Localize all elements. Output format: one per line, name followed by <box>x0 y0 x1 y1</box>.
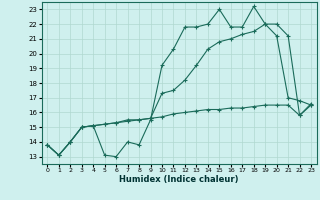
X-axis label: Humidex (Indice chaleur): Humidex (Indice chaleur) <box>119 175 239 184</box>
